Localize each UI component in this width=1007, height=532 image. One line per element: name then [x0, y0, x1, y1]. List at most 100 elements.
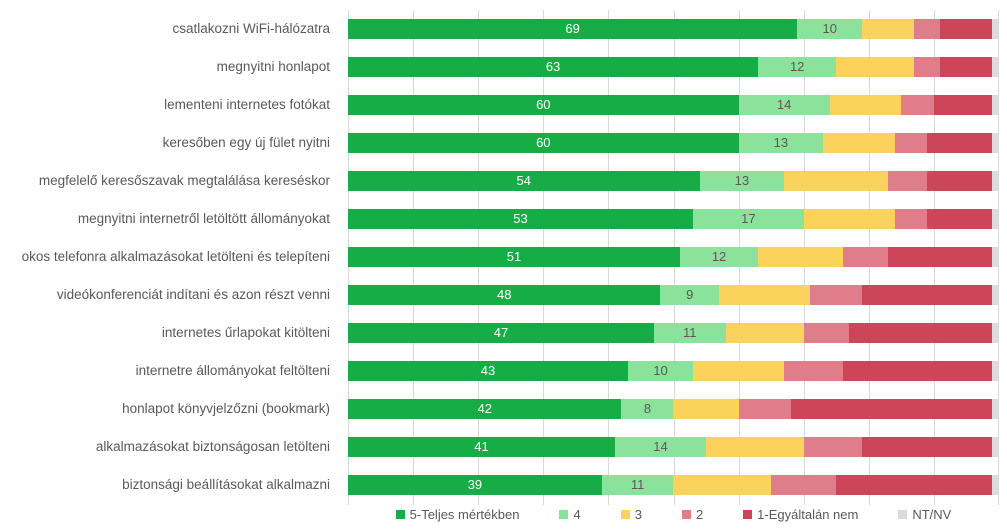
segment-value-label: 60	[536, 135, 551, 151]
bar-segment-2	[803, 323, 850, 343]
stacked-bar: 63 12	[348, 57, 999, 77]
bar-segment-4: 11	[653, 323, 726, 343]
segment-value-label: 63	[545, 59, 561, 75]
bar-segment-ntnv	[992, 95, 999, 115]
stacked-bar: 42 8	[348, 399, 999, 419]
bar-segment-3	[836, 57, 915, 77]
bar-segment-2	[810, 285, 863, 305]
category-label: csatlakozni WiFi-hálózatra	[172, 20, 330, 36]
bar-segment-4: 17	[693, 209, 804, 229]
bar-segment-4: 12	[758, 57, 837, 77]
bar-segment-5: 42	[348, 399, 622, 419]
bar-segment-4: 13	[738, 133, 824, 153]
category-label: internetre állományokat feltölteni	[135, 362, 330, 378]
segment-value-label: 60	[536, 97, 551, 113]
segment-value-label: 12	[789, 59, 805, 75]
bar-segment-4: 9	[660, 285, 720, 305]
bar-segment-2	[888, 171, 928, 191]
bar-segment-3	[719, 285, 811, 305]
bar-segment-5: 60	[348, 95, 739, 115]
bar-segment-4: 13	[699, 171, 785, 191]
chart-row: csatlakozni WiFi-hálózatra 69 10	[0, 10, 1007, 48]
bar-segment-4: 14	[738, 95, 830, 115]
bar-segment-2	[914, 19, 941, 39]
bar-segment-5: 41	[348, 437, 615, 457]
bar-segment-3	[862, 19, 915, 39]
bar-segment-ntnv	[992, 133, 999, 153]
bar-segment-1	[927, 133, 993, 153]
chart-row: internetre állományokat feltölteni 43 10	[0, 352, 1007, 390]
bar-segment-5: 63	[348, 57, 759, 77]
bar-segment-2	[771, 475, 837, 495]
legend-swatch-3	[620, 510, 630, 519]
stacked-bar: 47 11	[348, 323, 999, 343]
segment-value-label: 42	[477, 401, 492, 417]
stacked-bar: 60 13	[348, 133, 999, 153]
bar-segment-2	[894, 133, 928, 153]
legend-label: 5-Teljes mértékben	[409, 507, 520, 522]
stacked-bar: 43 10	[348, 361, 999, 381]
bar-segment-5: 48	[348, 285, 661, 305]
legend-swatch-2	[681, 510, 691, 519]
bar-segment-ntnv	[992, 247, 999, 267]
bar-segment-1	[940, 57, 993, 77]
segment-value-label: 41	[474, 439, 489, 455]
stacked-bar: 69 10	[348, 19, 999, 39]
bar-segment-1	[836, 475, 993, 495]
bar-segment-2	[914, 57, 941, 77]
segment-value-label: 11	[630, 477, 645, 493]
legend-item-1: 1-Egyáltalán nem	[743, 507, 858, 522]
bar-segment-3	[829, 95, 902, 115]
chart-row: megfelelő keresőszavak megtalálása keres…	[0, 162, 1007, 200]
bar-segment-2	[784, 361, 843, 381]
stacked-bar: 48 9	[348, 285, 999, 305]
bar-segment-3	[725, 323, 804, 343]
stacked-bar: 39 11	[348, 475, 999, 495]
bar-segment-5: 47	[348, 323, 654, 343]
bar-segment-3	[673, 399, 739, 419]
bar-segment-5: 43	[348, 361, 628, 381]
chart-row: megnyitni honlapot 63 12	[0, 48, 1007, 86]
stacked-bar: 53 17	[348, 209, 999, 229]
legend-swatch-4	[559, 510, 569, 519]
bar-segment-1	[849, 323, 993, 343]
chart-row: keresőben egy új fület nyitni 60 13	[0, 124, 1007, 162]
bar-segment-ntnv	[992, 361, 999, 381]
bar-segment-4: 10	[627, 361, 694, 381]
chart-rows: csatlakozni WiFi-hálózatra 69 10 megnyitni …	[0, 10, 1007, 504]
segment-value-label: 10	[822, 21, 837, 37]
segment-value-label: 47	[493, 325, 509, 341]
bar-segment-2	[738, 399, 791, 419]
category-label: alkalmazásokat biztonságosan letölteni	[95, 438, 330, 454]
category-label: megnyitni internetről letöltött állomány…	[77, 210, 330, 226]
segment-value-label: 13	[773, 135, 789, 151]
bar-segment-1	[862, 437, 993, 457]
bar-segment-4: 14	[614, 437, 707, 457]
bar-segment-1	[888, 247, 993, 267]
chart-row: honlapot könyvjelzőzni (bookmark) 42 8	[0, 390, 1007, 428]
bar-segment-1	[933, 95, 993, 115]
bar-segment-4: 8	[621, 399, 674, 419]
category-label: okos telefonra alkalmazásokat letölteni …	[21, 248, 330, 264]
legend-label: 3	[634, 507, 642, 522]
legend-item-3: 3	[620, 507, 642, 522]
segment-value-label: 8	[643, 401, 652, 417]
bar-segment-4: 10	[797, 19, 863, 39]
stacked-bar: 54 13	[348, 171, 999, 191]
chart-row: biztonsági beállításokat alkalmazni 39 11	[0, 466, 1007, 504]
category-label: megfelelő keresőszavak megtalálása keres…	[38, 172, 330, 188]
segment-value-label: 51	[506, 249, 522, 265]
category-label: internetes űrlapokat kitölteni	[161, 324, 330, 340]
bar-segment-ntnv	[992, 19, 999, 39]
chart-row: lementeni internetes fotókat 60 14	[0, 86, 1007, 124]
bar-segment-3	[673, 475, 772, 495]
bar-segment-ntnv	[992, 171, 999, 191]
legend-item-5: 5-Teljes mértékben	[395, 507, 520, 522]
segment-value-label: 48	[497, 287, 512, 303]
bar-segment-2	[803, 437, 863, 457]
legend-label: NT/NV	[912, 507, 952, 522]
bar-segment-1	[862, 285, 993, 305]
legend-label: 4	[573, 507, 581, 522]
stacked-bar: 41 14	[348, 437, 999, 457]
segment-value-label: 12	[711, 249, 727, 265]
